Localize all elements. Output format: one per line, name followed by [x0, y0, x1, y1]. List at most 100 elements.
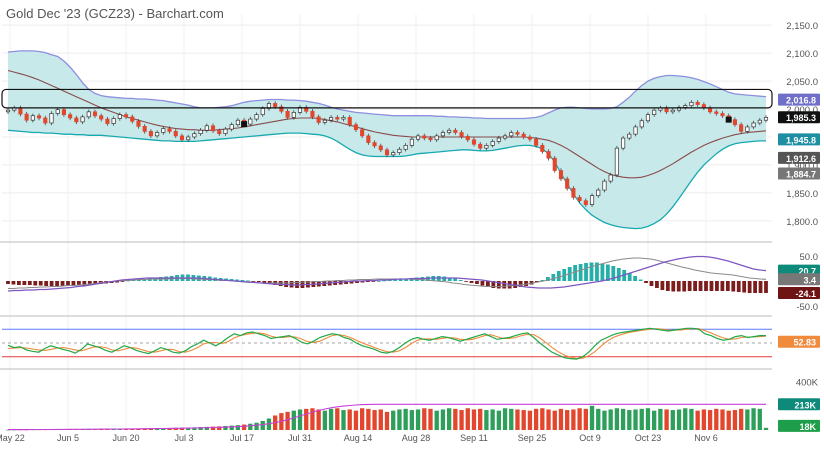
volume-bar	[304, 408, 309, 430]
candle-body	[434, 135, 439, 141]
candle-body	[372, 142, 377, 147]
macd-histogram-bar	[246, 280, 250, 282]
candle-body	[123, 114, 129, 118]
candle-body	[670, 109, 675, 113]
macd-histogram-bar	[235, 279, 239, 281]
macd-histogram-bar	[480, 281, 485, 286]
candle-body	[583, 200, 588, 205]
macd-histogram-bar	[442, 276, 447, 281]
macd-histogram-bar	[676, 281, 681, 292]
macd-label-histogram-bg	[778, 287, 820, 300]
candle-body	[173, 131, 178, 137]
macd-histogram-bar	[540, 280, 545, 281]
macd-histogram-bar	[524, 281, 528, 286]
volume-bar	[757, 408, 762, 430]
candle-body	[614, 147, 619, 176]
x-tick-label: Aug 28	[402, 433, 431, 443]
macd-histogram-bar	[17, 281, 21, 285]
macd-histogram-bar	[76, 281, 81, 286]
volume-bar	[683, 408, 688, 430]
macd-histogram-bar	[366, 281, 370, 282]
candle-body	[596, 189, 601, 197]
candle-body	[484, 145, 489, 149]
volume-bar	[589, 405, 595, 430]
candle-body	[739, 124, 744, 132]
candle-body	[229, 124, 234, 130]
price-label-last-bg	[778, 111, 820, 124]
volume-bar	[577, 408, 582, 430]
candle-body	[167, 128, 172, 132]
stochastic-label: 52.83	[793, 338, 816, 348]
macd-histogram-bar	[671, 281, 676, 292]
candle-body	[447, 129, 452, 133]
macd-histogram-bar	[355, 281, 359, 283]
candle-body	[235, 119, 240, 126]
volume-bar	[229, 425, 234, 430]
volume-bar	[459, 410, 464, 430]
price-tick-label: 2,150.0	[786, 21, 818, 32]
macd-histogram-bar	[469, 281, 474, 283]
volume-bar	[608, 409, 613, 430]
candle-body	[509, 132, 514, 137]
candle-body	[217, 130, 222, 134]
macd-histogram-bar	[344, 281, 348, 284]
macd-histogram-bar	[633, 276, 638, 281]
volume-bar	[558, 408, 564, 430]
candle-body	[565, 178, 570, 189]
stochastic-panel	[2, 327, 772, 360]
macd-histogram-bar	[11, 281, 16, 285]
volume-bar	[291, 410, 296, 430]
volume-bar	[652, 410, 657, 430]
volume-bar	[210, 426, 216, 430]
volume-bar	[695, 410, 700, 430]
candle-body	[571, 188, 576, 198]
candle-body	[285, 110, 290, 118]
candle-body	[18, 107, 23, 115]
candle-body	[92, 111, 98, 117]
candle-body	[335, 117, 340, 120]
volume-bar	[521, 410, 526, 430]
x-tick-label: Nov 6	[694, 433, 718, 443]
volume-bar	[198, 427, 203, 430]
candle-body	[74, 117, 79, 123]
candle-body	[465, 136, 470, 141]
volume-bar	[173, 427, 178, 430]
candle-body	[757, 119, 762, 124]
volume-bar	[235, 425, 241, 430]
volume-bar	[701, 409, 707, 430]
candle-body	[366, 135, 371, 143]
macd-histogram-bar	[458, 280, 463, 281]
price-label-lower-bg	[778, 133, 820, 146]
volume-bar	[745, 409, 750, 430]
candle-body	[279, 106, 284, 112]
macd-histogram-bar	[464, 281, 468, 282]
candle-body	[602, 180, 607, 191]
candle-body	[409, 138, 414, 146]
highlight-box	[1, 88, 773, 109]
volume-bar	[254, 422, 259, 430]
macd-histogram-bar	[115, 281, 119, 283]
volume-bar	[260, 420, 265, 430]
macd-histogram-bar	[704, 281, 708, 291]
candle-body	[353, 124, 358, 131]
macd-histogram-bar	[93, 281, 98, 285]
candle-body	[627, 133, 632, 139]
candle-body	[527, 136, 532, 140]
candle-body	[49, 113, 54, 124]
price-tick-label: 2,000.0	[786, 105, 818, 116]
candle-body	[80, 116, 85, 123]
macd-histogram-bar	[551, 274, 556, 281]
volume-bar	[422, 408, 427, 430]
macd-histogram-bar	[764, 281, 768, 293]
volume-bar	[664, 409, 669, 430]
candle-body	[478, 143, 483, 149]
candle-body	[546, 151, 551, 159]
candle-body	[471, 139, 477, 145]
macd-histogram-bar	[742, 281, 747, 293]
macd-signal-line	[8, 257, 767, 290]
candle-body	[496, 137, 501, 142]
macd-histogram-bar	[382, 280, 387, 282]
candle-body	[428, 137, 433, 141]
candle-body	[248, 118, 253, 125]
candle-body	[179, 135, 185, 141]
